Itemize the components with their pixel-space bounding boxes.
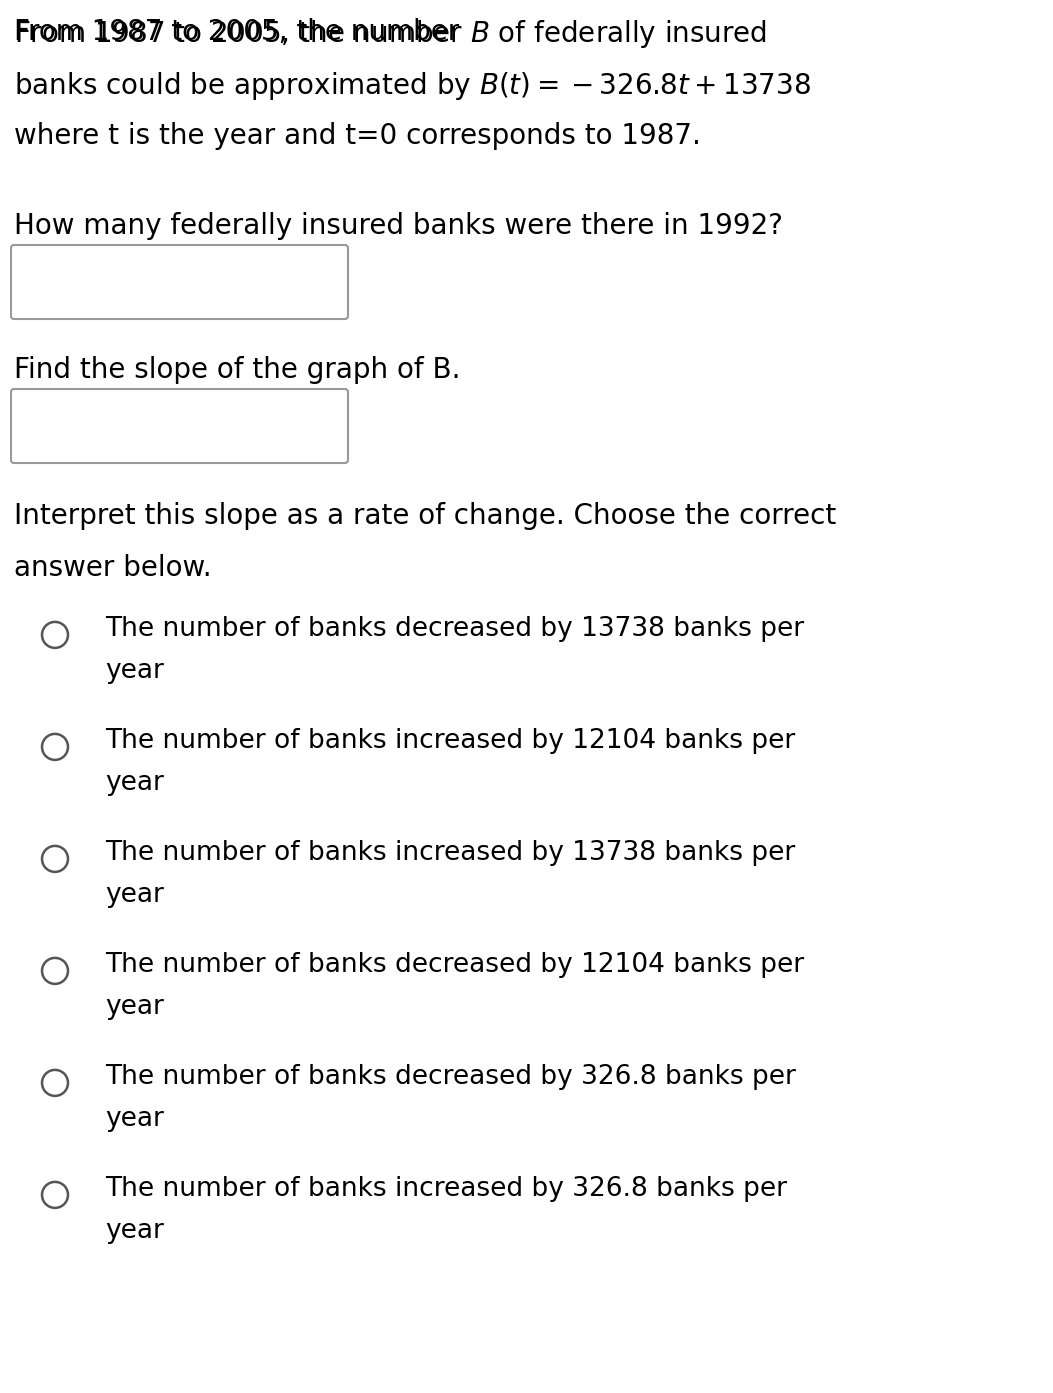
Circle shape [42, 846, 68, 872]
Text: year: year [105, 770, 164, 795]
Text: The number of banks increased by 12104 banks per: The number of banks increased by 12104 b… [105, 729, 795, 754]
Text: Interpret this slope as a rate of change. Choose the correct: Interpret this slope as a rate of change… [14, 501, 836, 529]
Text: where t is the year and t=0 corresponds to 1987.: where t is the year and t=0 corresponds … [14, 123, 701, 150]
Text: answer below.: answer below. [14, 554, 212, 582]
Text: year: year [105, 1106, 164, 1133]
Text: year: year [105, 882, 164, 908]
Circle shape [42, 621, 68, 648]
FancyBboxPatch shape [11, 245, 347, 319]
Text: year: year [105, 995, 164, 1020]
Circle shape [42, 734, 68, 761]
Text: year: year [105, 1217, 164, 1244]
Text: The number of banks decreased by 12104 banks per: The number of banks decreased by 12104 b… [105, 951, 804, 978]
Text: year: year [105, 657, 164, 684]
Text: The number of banks decreased by 13738 banks per: The number of banks decreased by 13738 b… [105, 616, 804, 642]
Text: How many federally insured banks were there in 1992?: How many federally insured banks were th… [14, 212, 783, 240]
Circle shape [42, 1070, 68, 1096]
Text: banks could be approximated by $B(t) = -326.8t + 13738$: banks could be approximated by $B(t) = -… [14, 70, 811, 102]
FancyBboxPatch shape [11, 389, 347, 462]
Circle shape [42, 1181, 68, 1208]
Text: From 1987 to 2005, the number $B$ of federally insured: From 1987 to 2005, the number $B$ of fed… [14, 18, 767, 50]
Text: Find the slope of the graph of B.: Find the slope of the graph of B. [14, 357, 460, 384]
Text: The number of banks increased by 326.8 banks per: The number of banks increased by 326.8 b… [105, 1176, 787, 1202]
Text: The number of banks decreased by 326.8 banks per: The number of banks decreased by 326.8 b… [105, 1064, 796, 1089]
Text: The number of banks increased by 13738 banks per: The number of banks increased by 13738 b… [105, 840, 795, 866]
Circle shape [42, 958, 68, 983]
Text: From 1987 to 2005, the number: From 1987 to 2005, the number [14, 18, 469, 46]
